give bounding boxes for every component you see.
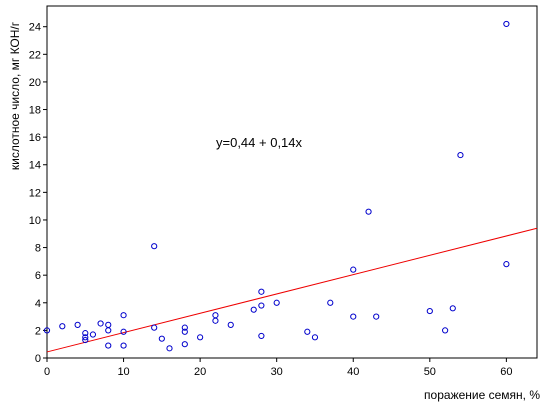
- data-point: [457, 151, 464, 159]
- data-point: [258, 288, 265, 295]
- data-point: [105, 342, 112, 349]
- y-tick-label: 2: [35, 325, 41, 337]
- data-point: [273, 299, 280, 306]
- data-point: [503, 261, 510, 268]
- data-point: [74, 321, 81, 328]
- y-tick-label: 4: [35, 298, 41, 310]
- data-point: [449, 305, 456, 312]
- y-tick-label: 6: [35, 270, 41, 282]
- y-axis-title: кислотное число, мг КОН/г: [8, 21, 22, 170]
- data-point: [166, 345, 173, 352]
- x-tick-label: 40: [347, 366, 359, 378]
- regression-line-group: [46, 227, 538, 353]
- y-tick-label: 0: [35, 353, 41, 365]
- data-points: [43, 20, 510, 352]
- x-axis-title: поражение семян, %: [424, 388, 540, 402]
- data-point: [212, 312, 219, 319]
- data-point: [97, 320, 104, 327]
- data-point: [250, 306, 257, 313]
- data-point: [426, 307, 433, 315]
- plot-area: [46, 5, 538, 359]
- data-point: [227, 321, 234, 328]
- data-point: [258, 302, 265, 309]
- x-tick-label: 20: [194, 366, 206, 378]
- x-tick-label: 30: [271, 366, 283, 378]
- data-point: [120, 342, 127, 349]
- y-tick-label: 8: [35, 243, 41, 255]
- data-point: [373, 313, 380, 320]
- data-point: [503, 20, 510, 28]
- data-point: [258, 332, 265, 340]
- data-point: [59, 323, 66, 330]
- data-point: [181, 324, 188, 331]
- y-tick-label: 16: [29, 132, 41, 144]
- x-axis: 0 10 20 30 40 50 60: [44, 358, 513, 378]
- data-point: [350, 266, 357, 273]
- y-tick-label: 14: [29, 160, 41, 172]
- data-point: [151, 243, 158, 250]
- data-point: [89, 331, 97, 338]
- data-point: [158, 335, 165, 342]
- y-tick-label: 22: [29, 49, 41, 61]
- data-point: [304, 328, 311, 335]
- regression-equation: y=0,44 + 0,14x: [216, 135, 303, 150]
- x-tick-label: 60: [500, 366, 512, 378]
- data-point: [105, 321, 112, 328]
- x-tick-label: 10: [117, 366, 129, 378]
- regression-line: [46, 227, 538, 353]
- y-tick-label: 20: [29, 77, 41, 89]
- data-point: [212, 317, 219, 324]
- x-tick-label: 0: [44, 366, 50, 378]
- data-point: [120, 312, 127, 319]
- data-point: [120, 328, 127, 335]
- data-point: [311, 334, 319, 341]
- data-point: [350, 313, 357, 320]
- y-tick-label: 18: [29, 105, 41, 117]
- y-tick-label: 24: [29, 22, 41, 34]
- data-point: [105, 327, 112, 334]
- data-point: [82, 330, 89, 337]
- data-point: [327, 299, 334, 306]
- data-point: [43, 327, 51, 334]
- data-point: [365, 208, 372, 215]
- data-point: [82, 336, 89, 344]
- plot-border: [46, 5, 538, 359]
- data-point: [82, 334, 89, 341]
- data-point: [442, 327, 449, 334]
- data-point: [181, 328, 188, 335]
- y-tick-label: 12: [29, 187, 41, 199]
- x-tick-label: 50: [424, 366, 436, 378]
- data-point: [151, 324, 158, 331]
- data-point: [197, 334, 204, 341]
- data-point: [181, 341, 188, 348]
- y-tick-label: 10: [29, 215, 41, 227]
